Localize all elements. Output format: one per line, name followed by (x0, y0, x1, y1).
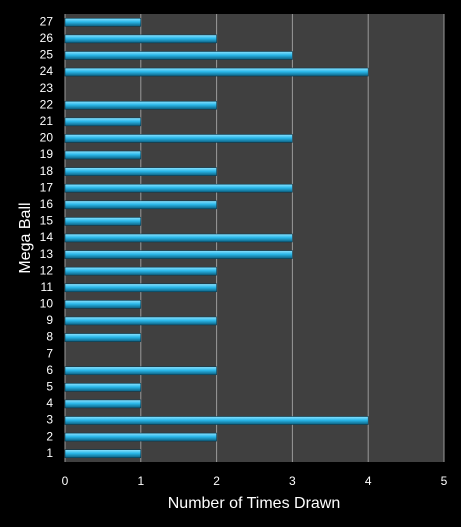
bar (64, 117, 142, 127)
y-tick-label: 24 (40, 64, 54, 78)
bar (64, 333, 142, 342)
y-tick-label: 19 (40, 147, 54, 161)
bar (64, 266, 217, 276)
x-tick-label: 5 (441, 474, 448, 488)
bar (64, 366, 217, 376)
bar (64, 34, 217, 44)
bar (64, 416, 369, 425)
bar (64, 51, 293, 60)
y-tick-label: 15 (40, 214, 54, 228)
y-tick-label: 26 (40, 31, 54, 45)
bar (64, 300, 142, 309)
y-tick-label: 3 (46, 413, 53, 427)
x-tick-label: 2 (213, 474, 220, 488)
bar (64, 399, 142, 409)
bar (64, 17, 142, 27)
bar (64, 183, 293, 193)
y-tick-label: 1 (46, 446, 53, 460)
x-tick-label: 1 (137, 474, 144, 488)
x-tick-label: 3 (289, 474, 296, 488)
y-tick-label: 23 (40, 81, 54, 95)
y-tick-label: 8 (46, 330, 53, 344)
bar (64, 316, 217, 326)
y-tick-label: 10 (40, 297, 54, 311)
y-tick-label: 12 (40, 263, 54, 277)
y-tick-label: 7 (46, 346, 53, 360)
bar (64, 250, 293, 259)
bar (64, 383, 142, 392)
bar (64, 449, 142, 459)
bar (64, 432, 217, 442)
x-tick-label: 4 (365, 474, 372, 488)
y-tick-label: 9 (46, 313, 53, 327)
y-tick-label: 22 (40, 97, 54, 111)
y-tick-label: 16 (40, 197, 54, 211)
y-axis-title: Mega Ball (17, 202, 34, 273)
y-tick-label: 6 (46, 363, 53, 377)
y-tick-label: 20 (40, 131, 54, 145)
y-tick-label: 18 (40, 164, 54, 178)
bar (64, 67, 369, 77)
x-axis-title: Number of Times Drawn (168, 495, 341, 512)
bar (64, 167, 217, 176)
bar (64, 200, 217, 210)
bar (64, 100, 217, 110)
y-tick-label: 2 (46, 429, 53, 443)
bar (64, 283, 217, 293)
bar (64, 217, 142, 226)
x-tick-label: 0 (62, 474, 69, 488)
bar (64, 150, 142, 160)
y-tick-label: 13 (40, 247, 54, 261)
y-tick-label: 14 (40, 230, 54, 244)
y-tick-label: 11 (41, 280, 54, 294)
y-tick-label: 5 (46, 380, 53, 394)
y-tick-label: 4 (46, 396, 53, 410)
bar (64, 134, 293, 143)
y-tick-label: 27 (40, 14, 54, 28)
bar (64, 233, 293, 243)
y-tick-label: 25 (40, 48, 54, 62)
y-tick-label: 21 (40, 114, 54, 128)
y-tick-label: 17 (40, 180, 54, 194)
